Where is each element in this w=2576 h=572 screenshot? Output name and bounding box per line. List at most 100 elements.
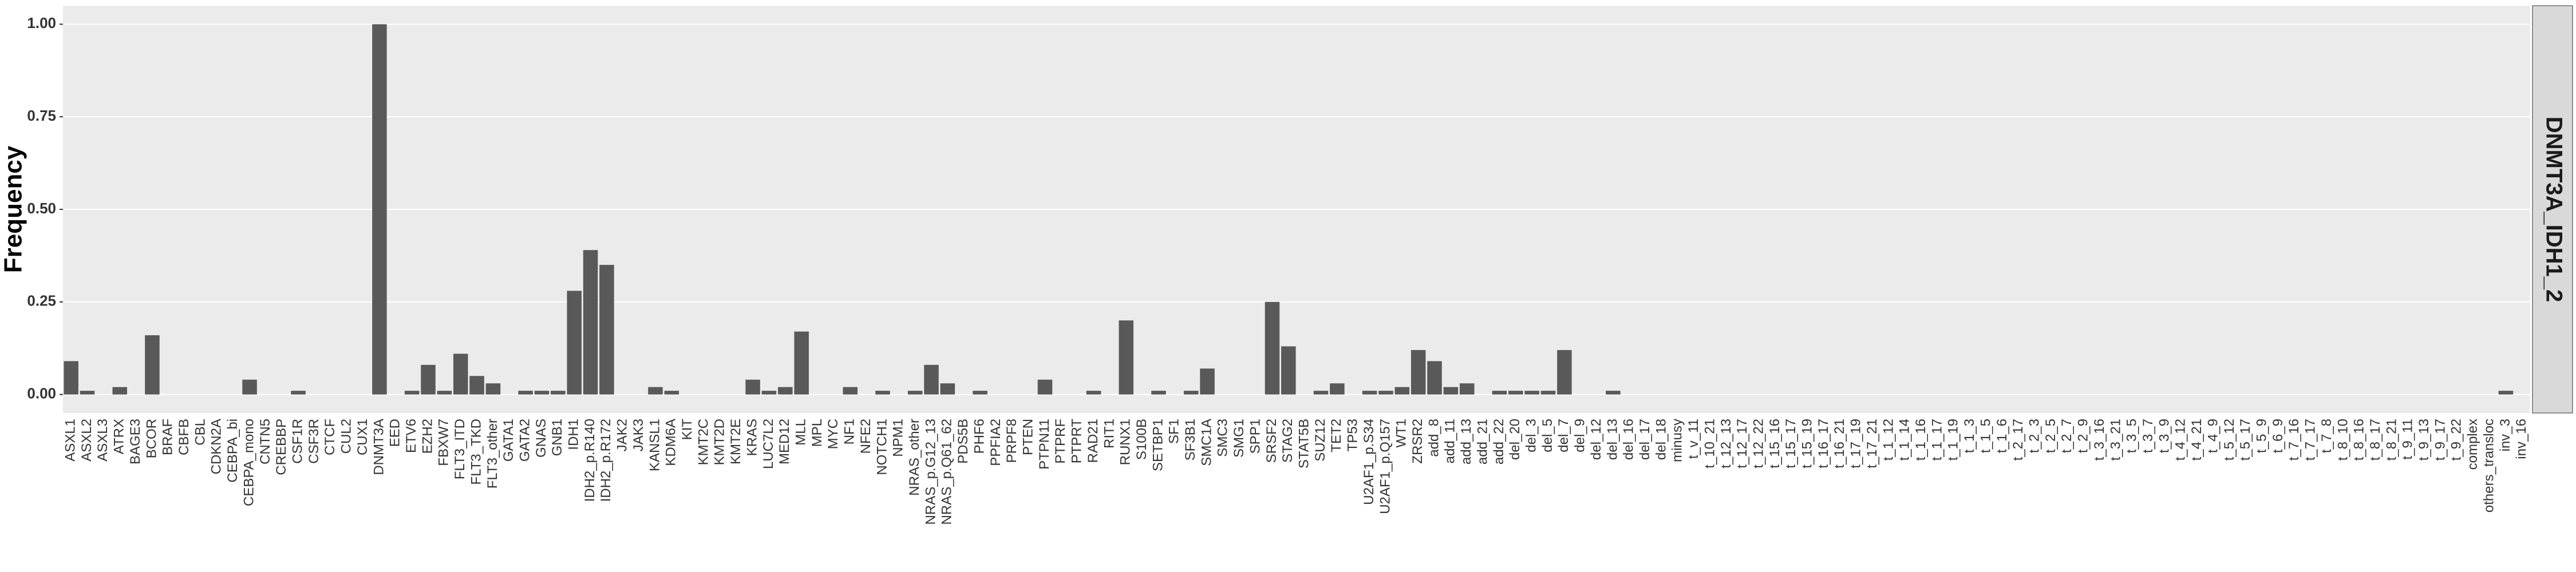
bar <box>469 376 484 395</box>
x-tick-label: PTPRF <box>1053 419 1068 464</box>
x-tick-label: t_9_22 <box>2449 419 2464 460</box>
bar <box>1394 387 1410 395</box>
bar <box>1411 349 1426 395</box>
x-tick-label: t_5_9 <box>2254 419 2269 453</box>
x-tick-label: t_1_3 <box>1962 419 1977 453</box>
facet-strip <box>2532 5 2573 414</box>
x-tick-label: NFE2 <box>858 419 874 454</box>
bar <box>1362 391 1377 395</box>
x-tick-label: t_3_21 <box>2108 419 2123 460</box>
x-tick-label: t_12_17 <box>1735 419 1750 468</box>
x-tick-label: t_4_21 <box>2189 419 2204 460</box>
x-tick-label: add_11 <box>1443 419 1458 463</box>
x-tick-label: t_1_6 <box>1994 419 2010 453</box>
bar <box>1313 391 1329 395</box>
x-tick-label: t_2_7 <box>2059 419 2075 453</box>
x-tick-label: del_9 <box>1573 419 1588 452</box>
x-tick-label: add_22 <box>1491 419 1507 464</box>
x-tick-label: del_17 <box>1637 419 1653 460</box>
x-tick-label: PTPN11 <box>1037 419 1052 470</box>
bar <box>664 391 679 395</box>
x-tick-label: t_v_11 <box>1686 419 1701 459</box>
bar <box>924 364 939 395</box>
x-tick-label: t_9_17 <box>2432 419 2448 460</box>
x-tick-label: BAGE3 <box>128 419 143 464</box>
x-tick-label: FBXW7 <box>436 419 452 466</box>
x-tick-label: IDH2_p.R140 <box>582 419 598 502</box>
x-tick-label: t_8_21 <box>2384 419 2399 460</box>
bar <box>940 383 955 395</box>
x-tick-label: others_transloc <box>2481 419 2496 513</box>
x-tick-label: TET2 <box>1329 419 1344 452</box>
x-tick-label: GNB1 <box>550 419 565 456</box>
bar <box>599 265 614 395</box>
x-tick-label: t_9_13 <box>2416 419 2432 460</box>
bar <box>1557 349 1572 395</box>
x-tick-label: t_5_17 <box>2238 419 2253 460</box>
bar <box>875 391 890 395</box>
bar <box>778 387 793 395</box>
x-tick-label: SMC3 <box>1215 419 1231 457</box>
x-tick-label: PDS5B <box>955 419 971 464</box>
x-tick-label: t_1_5 <box>1978 419 1993 453</box>
x-tick-label: CNTN5 <box>258 419 273 464</box>
x-tick-label: CEBPA_mono <box>241 419 256 506</box>
x-tick-label: add_13 <box>1459 419 1474 464</box>
x-tick-label: t_12_13 <box>1718 419 1734 468</box>
bar <box>843 387 858 395</box>
x-tick-label: EZH2 <box>420 419 435 454</box>
x-tick-label: t_3_16 <box>2092 419 2107 460</box>
x-tick-label: FLT3_TKD <box>468 419 484 485</box>
x-tick-label: RIT1 <box>1101 419 1117 448</box>
x-tick-label: KMT2D <box>712 419 728 465</box>
x-tick-label: MYC <box>825 419 841 449</box>
x-tick-label: t_2_5 <box>2043 419 2059 453</box>
x-tick-label: STAT5B <box>1297 419 1312 468</box>
x-tick-label: t_1_16 <box>1913 419 1929 460</box>
x-tick-label: ASXL1 <box>63 419 78 462</box>
x-tick-label: NRAS_other <box>907 419 922 496</box>
y-tick-label: 1.00 <box>27 14 56 31</box>
bar <box>551 391 566 395</box>
bar <box>1540 391 1556 395</box>
x-tick-label: SUZ12 <box>1313 419 1328 462</box>
x-tick-label: CREBBP <box>274 419 289 475</box>
x-tick-label: t_2_17 <box>2010 419 2026 460</box>
bar <box>648 387 663 395</box>
x-tick-label: del_20 <box>1507 419 1523 460</box>
x-tick-label: MLL <box>793 419 809 446</box>
bar <box>973 391 987 395</box>
x-tick-label: SF1 <box>1167 419 1182 444</box>
x-tick-label: del_3 <box>1523 419 1539 452</box>
bar <box>485 383 501 395</box>
x-tick-label: CBFB <box>176 419 192 455</box>
x-tick-label: CSF3R <box>306 419 322 464</box>
bar <box>534 391 550 395</box>
x-tick-label: SF3B1 <box>1183 419 1198 460</box>
x-tick-label: RUNX1 <box>1118 419 1133 465</box>
bar <box>404 391 420 395</box>
x-tick-label: KANSL1 <box>647 419 662 471</box>
x-tick-label: PTEN <box>1020 419 1036 455</box>
x-tick-label: t_1_17 <box>1929 419 1945 460</box>
bar <box>1427 361 1442 395</box>
bar <box>1459 383 1475 395</box>
x-tick-label: add_21 <box>1475 419 1490 464</box>
x-tick-label: NOTCH1 <box>874 419 890 475</box>
x-tick-label: NRAS_p.Q61_62 <box>939 419 955 525</box>
bar <box>567 291 582 395</box>
x-tick-label: t_10_21 <box>1702 419 1717 468</box>
bar <box>761 391 777 395</box>
x-tick-label: MED12 <box>777 419 792 464</box>
x-tick-label: TP53 <box>1345 419 1361 451</box>
x-tick-label: minusy <box>1670 419 1685 462</box>
bar <box>421 364 436 395</box>
x-tick-label: t_8_10 <box>2335 419 2350 460</box>
bar <box>1330 383 1345 395</box>
bar <box>794 331 809 395</box>
x-tick-label: t_12_22 <box>1751 419 1766 468</box>
x-tick-label: t_6_9 <box>2270 419 2286 453</box>
bar <box>1524 391 1539 395</box>
bar <box>745 379 760 395</box>
